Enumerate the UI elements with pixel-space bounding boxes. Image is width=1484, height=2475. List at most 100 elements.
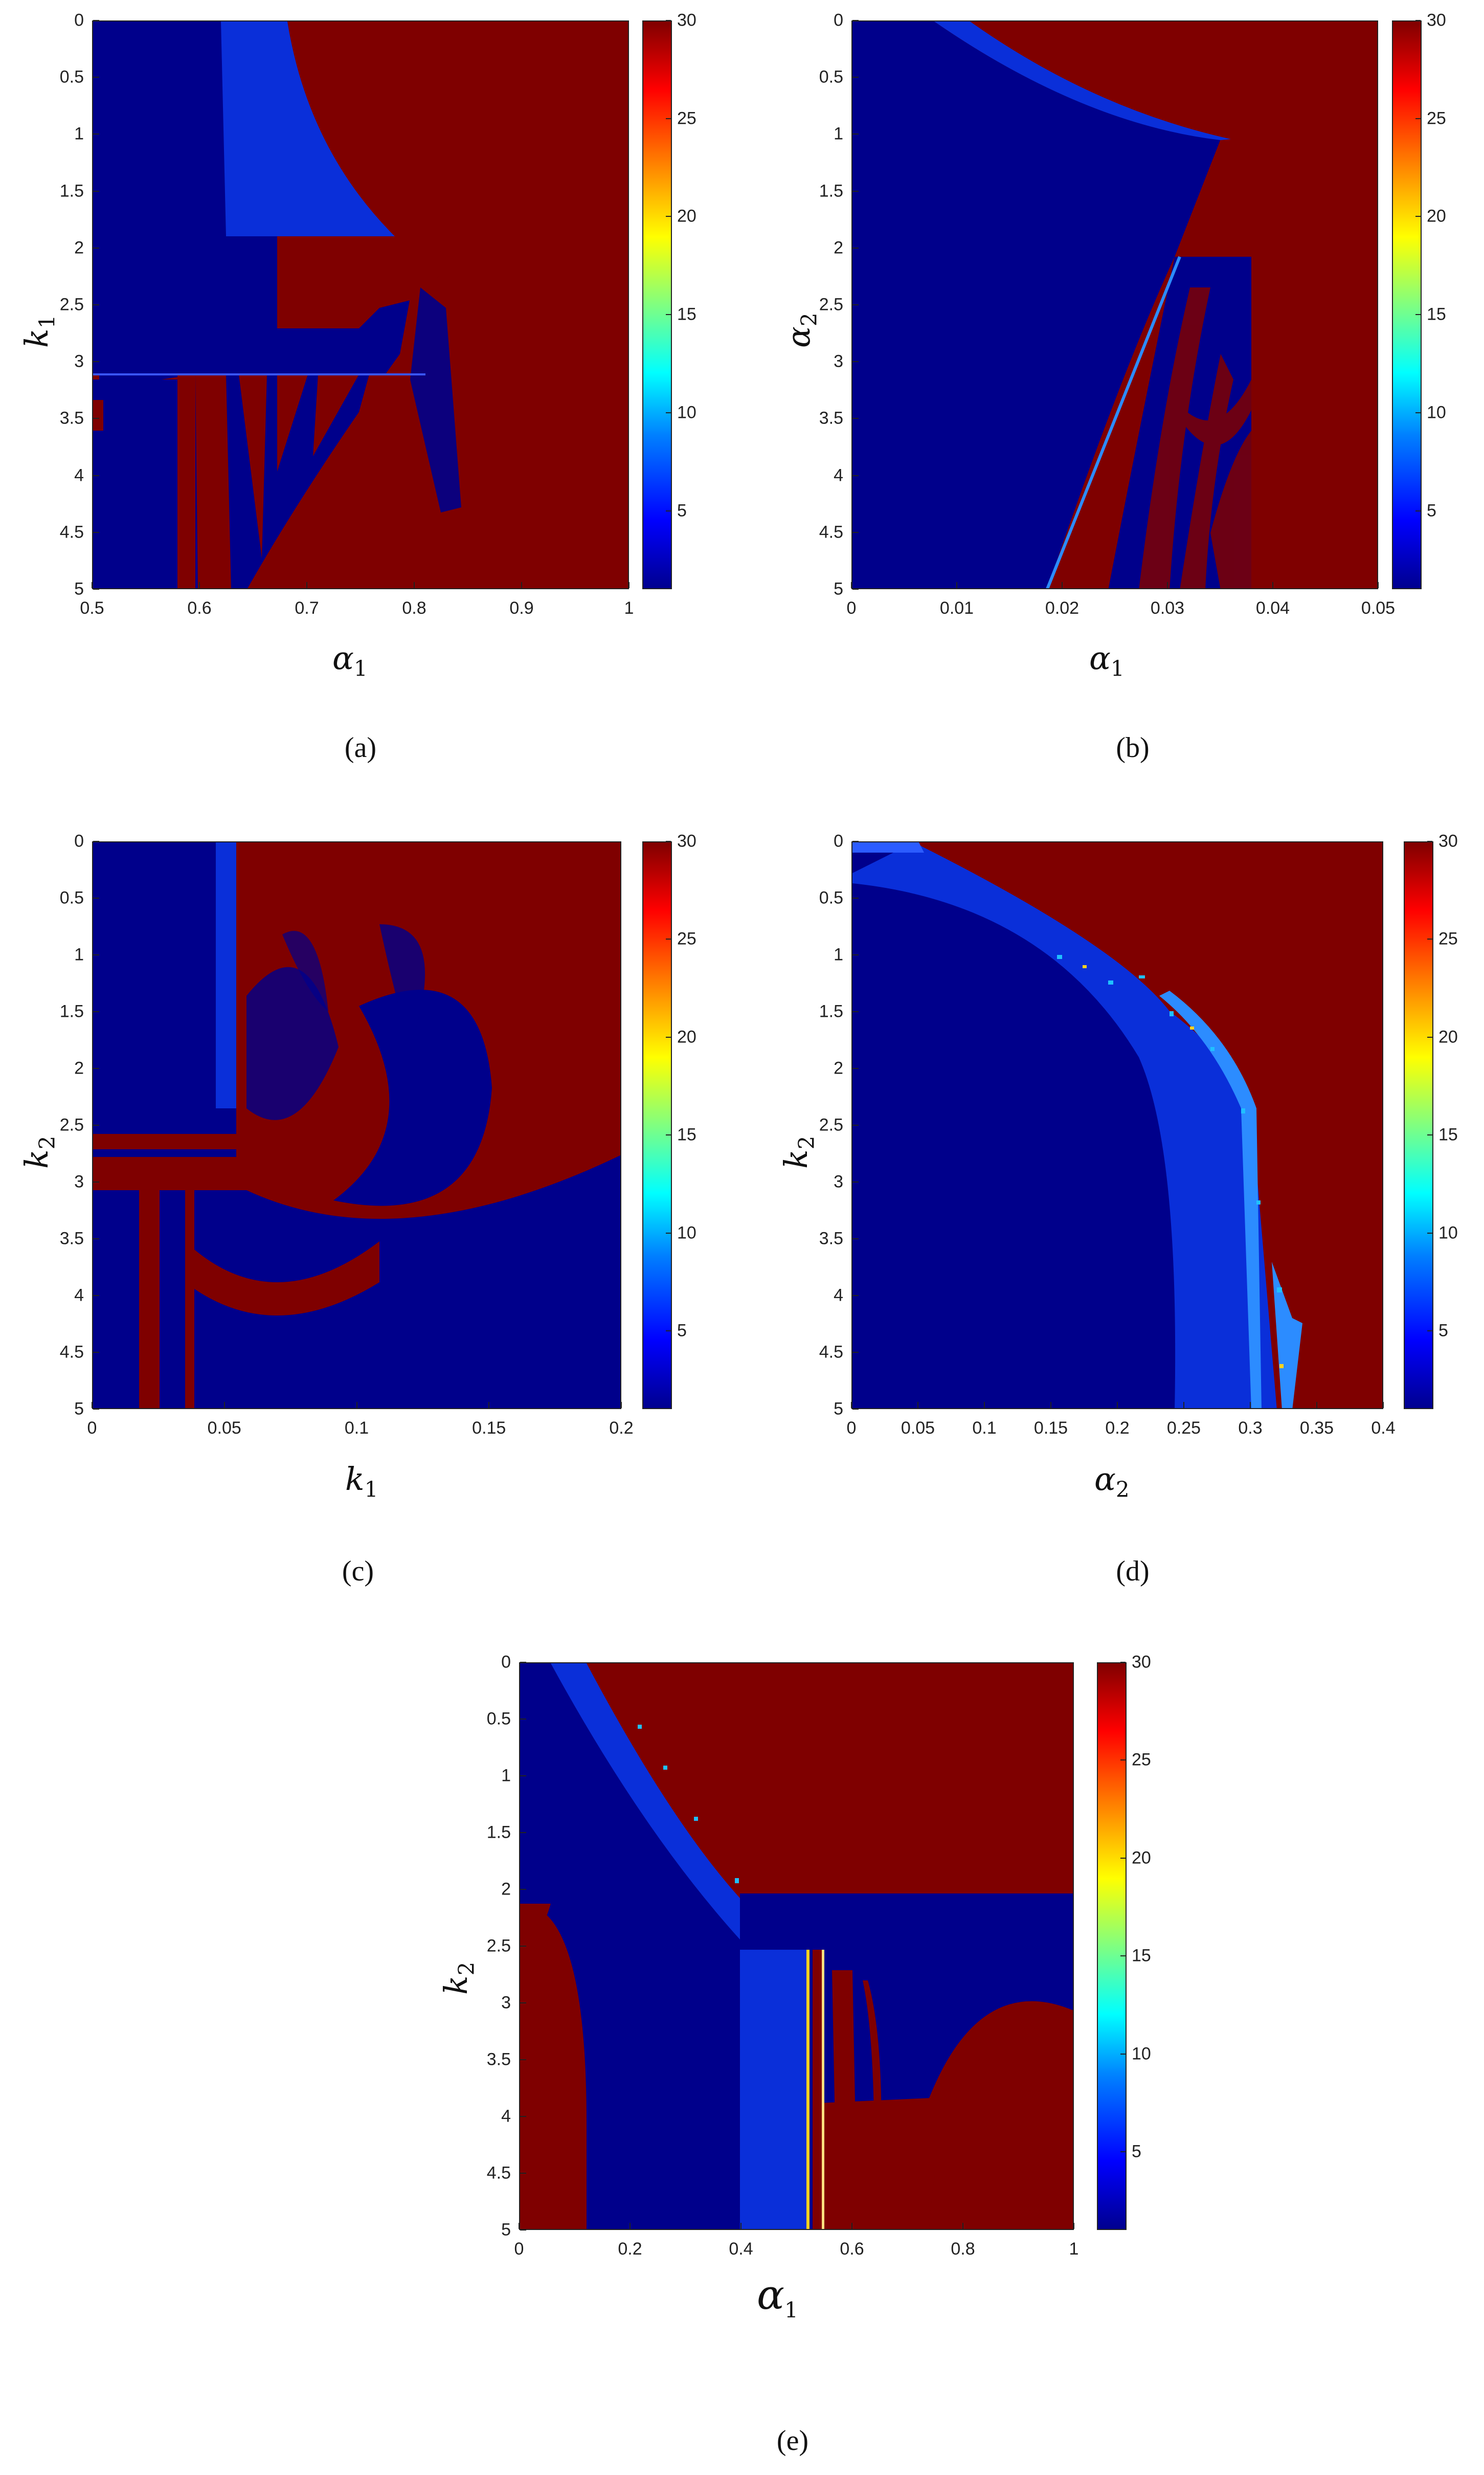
y-tick-label: 4 xyxy=(501,2106,511,2126)
colorbar-tick-mark xyxy=(666,1134,671,1136)
y-tick-mark xyxy=(93,304,99,305)
heatmap-plot-d xyxy=(851,841,1383,1409)
colorbar-tick-mark xyxy=(666,20,671,21)
x-tick-mark xyxy=(356,1402,357,1408)
x-tick-label: 0.6 xyxy=(840,2239,864,2259)
region-band xyxy=(740,1950,806,2229)
stripe-high xyxy=(93,1157,313,1172)
x-tick-mark xyxy=(1117,1402,1118,1408)
y-tick-label: 0.5 xyxy=(486,1709,511,1729)
colorbar-tick-label: 25 xyxy=(677,108,696,128)
y-tick-mark xyxy=(852,77,859,78)
colorbar-tick-mark xyxy=(1415,118,1421,119)
colorbar-tick-mark xyxy=(666,510,671,511)
y-tick-mark xyxy=(852,190,859,192)
colorbar-tick-label: 20 xyxy=(1427,206,1446,226)
y-tick-mark xyxy=(852,954,859,955)
x-tick-label: 0.05 xyxy=(207,1418,241,1438)
x-tick-mark xyxy=(1050,1402,1051,1408)
y-tick-mark xyxy=(520,2002,526,2003)
y-tick-label: 5 xyxy=(74,579,84,599)
y-tick-label: 2.5 xyxy=(819,295,843,315)
y-tick-label: 2 xyxy=(74,1058,84,1078)
colorbar-tick-label: 30 xyxy=(1427,10,1446,30)
x-tick-mark xyxy=(962,2223,963,2229)
y-tick-label: 1.5 xyxy=(486,1822,511,1842)
y-axis-label-e: k2 xyxy=(437,1961,479,1995)
y-tick-label: 0.5 xyxy=(59,67,84,87)
colorbar-e xyxy=(1097,1662,1127,2230)
y-tick-label: 1.5 xyxy=(59,1001,84,1021)
colorbar-tick-label: 15 xyxy=(1132,1946,1151,1966)
x-tick-label: 0.02 xyxy=(1045,598,1080,618)
y-tick-label: 4.5 xyxy=(819,522,843,542)
y-tick-label: 3 xyxy=(834,1172,843,1192)
y-tick-label: 3 xyxy=(74,351,84,371)
y-axis-label-d: k2 xyxy=(777,1135,819,1169)
y-tick-mark xyxy=(93,1238,99,1239)
y-tick-label: 0 xyxy=(834,10,843,30)
y-tick-mark xyxy=(852,1238,859,1239)
region-high xyxy=(832,1970,858,2229)
y-tick-mark xyxy=(852,1352,859,1353)
colorbar-tick-label: 20 xyxy=(1438,1027,1458,1047)
x-tick-label: 0.8 xyxy=(402,598,426,618)
y-tick-label: 1 xyxy=(834,945,843,965)
colorbar-tick-mark xyxy=(1120,1759,1126,1761)
x-tick-label: 0.05 xyxy=(901,1418,935,1438)
y-tick-label: 1.5 xyxy=(819,1001,843,1021)
y-tick-mark xyxy=(852,898,859,899)
region-high xyxy=(520,1904,587,2229)
x-tick-label: 0 xyxy=(846,1418,857,1438)
x-tick-mark xyxy=(956,582,957,588)
stripe-high xyxy=(177,374,190,588)
colorbar-tick-label: 10 xyxy=(677,403,696,422)
y-tick-label: 4 xyxy=(834,1285,843,1305)
region-band xyxy=(216,842,236,1108)
y-tick-mark xyxy=(852,247,859,249)
x-tick-mark xyxy=(851,582,852,588)
colorbar-tick-label: 25 xyxy=(677,929,696,949)
stripe-high xyxy=(93,1134,313,1149)
y-tick-label: 2.5 xyxy=(59,295,84,315)
lobe-low xyxy=(282,931,328,1011)
x-axis-label-a: α1 xyxy=(332,639,368,681)
y-tick-label: 4.5 xyxy=(819,1342,843,1362)
y-tick-mark xyxy=(520,1662,526,1663)
colorbar-tick-mark xyxy=(1415,510,1421,511)
stripe-high xyxy=(277,374,308,472)
x-tick-label: 0.2 xyxy=(618,2239,642,2259)
heatmap-c xyxy=(93,842,620,1408)
y-tick-label: 4.5 xyxy=(59,1342,84,1362)
x-tick-mark xyxy=(1167,582,1168,588)
region-high xyxy=(185,1241,379,1315)
colorbar-tick-mark xyxy=(1120,1955,1126,1957)
colorbar-tick-mark xyxy=(1427,1232,1432,1234)
y-tick-mark xyxy=(93,1295,99,1296)
y-tick-label: 2.5 xyxy=(819,1115,843,1135)
region-band xyxy=(934,21,1231,140)
y-tick-label: 5 xyxy=(834,579,843,599)
x-tick-mark xyxy=(199,582,200,588)
x-tick-mark xyxy=(1383,1402,1384,1408)
y-tick-label: 3 xyxy=(74,1172,84,1192)
x-tick-label: 0 xyxy=(87,1418,97,1438)
colorbar-tick-label: 30 xyxy=(1132,1652,1151,1672)
caption-b: (b) xyxy=(1116,732,1150,764)
speckle xyxy=(1057,955,1282,1292)
region-low xyxy=(93,842,236,1108)
y-tick-label: 4 xyxy=(74,465,84,485)
y-tick-mark xyxy=(93,954,99,955)
y-tick-label: 4 xyxy=(834,465,843,485)
heatmap-plot-b xyxy=(851,20,1378,589)
region-high xyxy=(520,1904,551,1950)
colorbar-tick-label: 25 xyxy=(1132,1750,1151,1770)
region-high xyxy=(929,2011,1073,2229)
x-tick-label: 0.3 xyxy=(1238,1418,1263,1438)
y-tick-label: 2 xyxy=(74,238,84,258)
y-tick-mark xyxy=(520,1832,526,1833)
colorbar-d xyxy=(1404,841,1433,1409)
y-tick-label: 0.5 xyxy=(59,888,84,908)
colorbar-tick-mark xyxy=(1427,841,1432,842)
y-tick-label: 3.5 xyxy=(59,1229,84,1248)
